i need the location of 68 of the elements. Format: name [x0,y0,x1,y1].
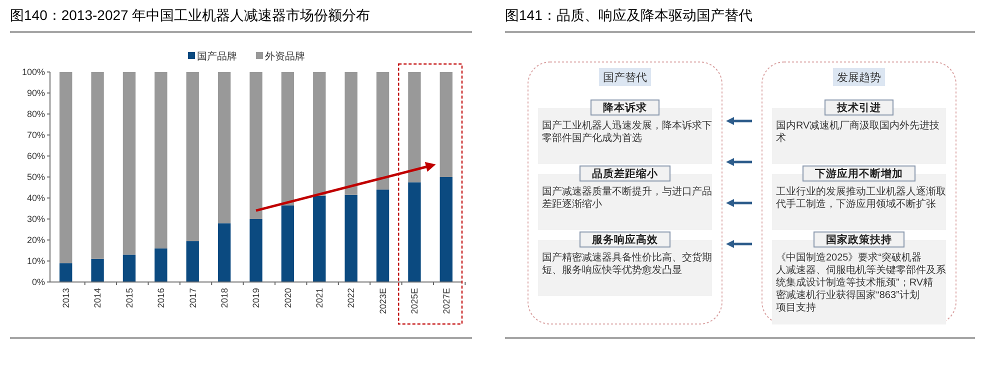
x-tick-label: 2013 [60,288,71,308]
text: 国产减速器质量不断提升，与进口产品差距逐渐缩小 [542,186,712,210]
text: 国产工业机器人迅速发展，降本诉求下零部件国产化成为首选 [542,120,712,144]
y-tick-label: 20% [26,235,45,246]
legend-label: 外资品牌 [265,50,305,62]
y-tick-label: 50% [26,172,45,182]
text: 工业行业的发展推动工业机器人逐渐取代手工制造，下游应用领域不断扩张 [775,186,946,210]
legend-label: 国产品牌 [197,50,237,62]
y-tick-label: 10% [26,256,45,266]
bar [440,177,452,282]
bar [313,196,326,282]
bar [344,194,358,282]
text: 图141：品质、响应及降本驱动国产替代 [505,7,752,23]
text: 技术引进 [836,101,881,114]
x-tick-label: 2017 [188,288,198,308]
bar [218,72,231,224]
bar [408,182,421,282]
text: 品质差距缩小 [592,167,659,180]
y-tick-label: 0% [32,277,45,288]
x-tick-label: 2019 [251,288,262,308]
x-tick-label: 2021 [314,288,325,308]
bar [408,72,421,182]
y-tick-label: 90% [26,88,45,98]
chart-title: 图140：2013-2027 年中国工业机器人减速器市场份额分布 [10,7,370,23]
bar [91,72,104,259]
y-tick-label: 70% [26,130,45,140]
bar [376,72,390,190]
text: 国家政策扶持 [826,233,892,246]
text: 下游应用不断增加 [814,167,903,180]
y-tick-label: 30% [26,214,45,224]
bar [281,72,294,206]
x-tick-label: 2015 [124,288,134,308]
x-tick-label: 2027E [441,288,452,314]
bar [60,72,72,264]
bar [154,72,168,248]
bar [186,72,199,242]
text: 国产替代 [603,70,647,84]
bar [313,72,326,196]
bar [60,263,72,282]
bar [122,254,136,282]
x-tick-label: 2022 [346,288,356,308]
text: 国产精密减速器具备性价比高、交货期短、服务响应快等优势愈发凸显 [542,252,712,276]
text: 降本诉求 [603,101,648,114]
y-tick-label: 80% [26,109,45,120]
x-tick-label: 2020 [282,288,293,308]
bar [91,258,104,282]
bar [281,205,294,282]
text: 服务响应高效 [591,233,659,246]
bar [122,72,136,255]
text: 《中国制造2025》要求“突破机器人减速器、伺服电机等关键零部件及系统集成设计制造等技术瓶颈”；RV精密减速机行业获得国家“863”计划项目支持 [776,252,946,314]
y-tick-label: 40% [26,193,45,204]
text: 国内RV减速机厂商汲取国内外先进技术 [776,120,940,144]
text: 发展趋势 [837,70,881,84]
bar [440,72,452,177]
x-tick-label: 2014 [92,288,103,308]
bar [250,219,262,282]
x-tick-label: 2016 [156,288,166,308]
x-tick-label: 2018 [219,288,230,308]
bar [154,248,168,282]
bar [344,72,358,195]
x-tick-label: 2023E [378,288,388,314]
bar [376,190,390,282]
bar [250,72,262,219]
y-tick-label: 100% [22,67,45,78]
y-tick-label: 60% [26,151,45,162]
x-tick-label: 2025E [410,288,420,314]
bar [186,241,199,282]
bar [218,223,231,282]
